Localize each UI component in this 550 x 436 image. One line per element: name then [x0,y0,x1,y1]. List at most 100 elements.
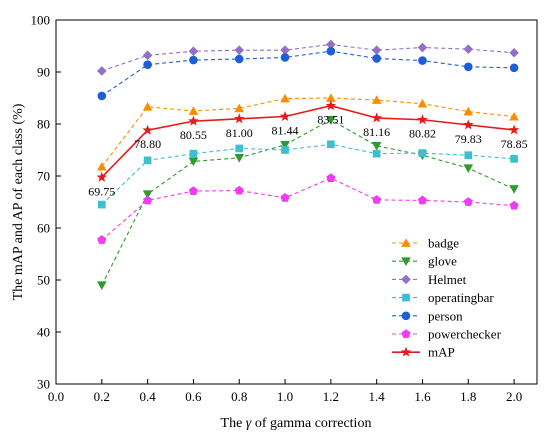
data-point-glove [509,185,519,194]
data-point-helmet [326,39,336,50]
x-tick-label: 0.6 [185,389,202,404]
data-point-badge [142,102,153,111]
legend-item-helmet: Helmet [392,272,467,287]
series-badge [97,93,519,171]
data-label-map: 80.55 [180,128,207,142]
data-point-powerchecker [509,200,519,210]
legend-label-glove: glove [428,254,457,269]
data-point-powerchecker [463,197,473,206]
data-point-helmet [188,46,199,56]
data-point-glove [234,153,245,163]
data-point-map [417,114,428,125]
data-point-glove [280,140,290,150]
data-label-map: 78.80 [134,137,161,151]
data-point-powerchecker [188,186,198,195]
legend-item-operatingbar: operatingbar [392,290,494,305]
legend-marker-glove [401,257,411,266]
legend-label-map: mAP [428,345,455,360]
data-point-helmet [509,47,519,58]
data-point-map [371,112,382,123]
data-point-powerchecker [326,173,336,182]
data-label-map: 78.85 [501,137,528,151]
data-point-person [234,54,244,64]
data-point-glove [97,281,107,290]
data-point-map [508,124,520,135]
legend-marker-operatingbar [402,293,410,302]
data-point-person [372,54,381,63]
x-tick-label: 2.0 [506,389,522,404]
series-line-badge [101,97,515,167]
data-point-powerchecker [280,193,290,202]
series-line-map [101,104,515,178]
data-point-map [279,110,291,121]
x-tick-label: 1.4 [369,389,386,404]
x-tick-label: 1.2 [323,389,339,404]
y-tick-label: 80 [37,117,50,132]
plot-frame [55,19,538,385]
data-point-person [463,62,473,72]
data-point-operatingbar [189,149,198,158]
data-point-badge [188,106,199,115]
legend-label-person: person [428,308,463,323]
y-tick-label: 60 [37,221,50,236]
data-point-badge [509,111,519,121]
data-point-powerchecker [417,195,428,205]
x-tick-label: 0.2 [94,389,110,404]
data-point-badge [97,161,107,171]
x-tick-label: 0.8 [231,389,247,404]
y-tick-label: 70 [37,169,50,184]
data-label-map: 81.00 [226,126,253,140]
data-label-map: 81.44 [272,124,299,138]
data-point-operatingbar [327,140,335,149]
series-line-operatingbar [101,143,515,205]
y-tick-label: 50 [37,273,50,288]
data-point-glove [326,116,336,125]
data-point-operatingbar [281,146,289,154]
data-point-map [463,119,474,130]
data-point-person [326,46,336,56]
legend-item-powerchecker: powerchecker [392,327,502,342]
series-line-glove [101,119,515,286]
legend-marker-badge [401,238,411,247]
data-label-map: 69.75 [88,184,115,198]
data-point-person [189,55,198,65]
data-point-helmet [417,42,428,53]
legend-label-badge: badge [428,236,459,251]
data-point-person [143,60,152,70]
x-tick-label: 1.6 [414,389,431,404]
data-label-map: 79.83 [455,132,482,146]
legend-label-powerchecker: powerchecker [428,327,502,342]
data-label-map: 81.16 [363,125,390,139]
data-point-badge [371,95,382,104]
data-point-operatingbar [235,144,244,153]
data-point-operatingbar [143,156,152,165]
data-point-person [418,56,427,65]
legend-label-operatingbar: operatingbar [428,290,494,305]
data-point-helmet [463,44,474,54]
data-point-badge [280,93,290,103]
x-axis-title: The γ of gamma correction [221,416,372,431]
y-tick-label: 100 [31,13,51,28]
x-tick-label: 1.8 [460,389,476,404]
x-axis-title-part-2: of gamma correction [251,416,371,431]
legend-marker-map [400,346,412,357]
legend-marker-powerchecker [401,329,411,338]
x-axis-title-part-1: The [221,416,246,431]
legend-item-map: mAP [392,345,455,360]
series-line-helmet [101,43,515,72]
series-person [97,46,519,101]
legend-item-badge: badge [392,236,459,251]
series-helmet [97,39,519,76]
legend-marker-helmet [401,274,411,285]
legend-item-person: person [392,308,463,323]
data-point-map [325,100,337,111]
x-tick-label: 1.0 [277,389,293,404]
data-point-map [188,115,199,126]
data-point-glove [142,190,153,199]
data-label-map: 83.51 [317,113,344,127]
data-point-badge [417,98,428,108]
y-tick-label: 90 [37,65,50,80]
y-tick-label: 40 [37,325,50,340]
legend-item-glove: glove [392,254,457,269]
